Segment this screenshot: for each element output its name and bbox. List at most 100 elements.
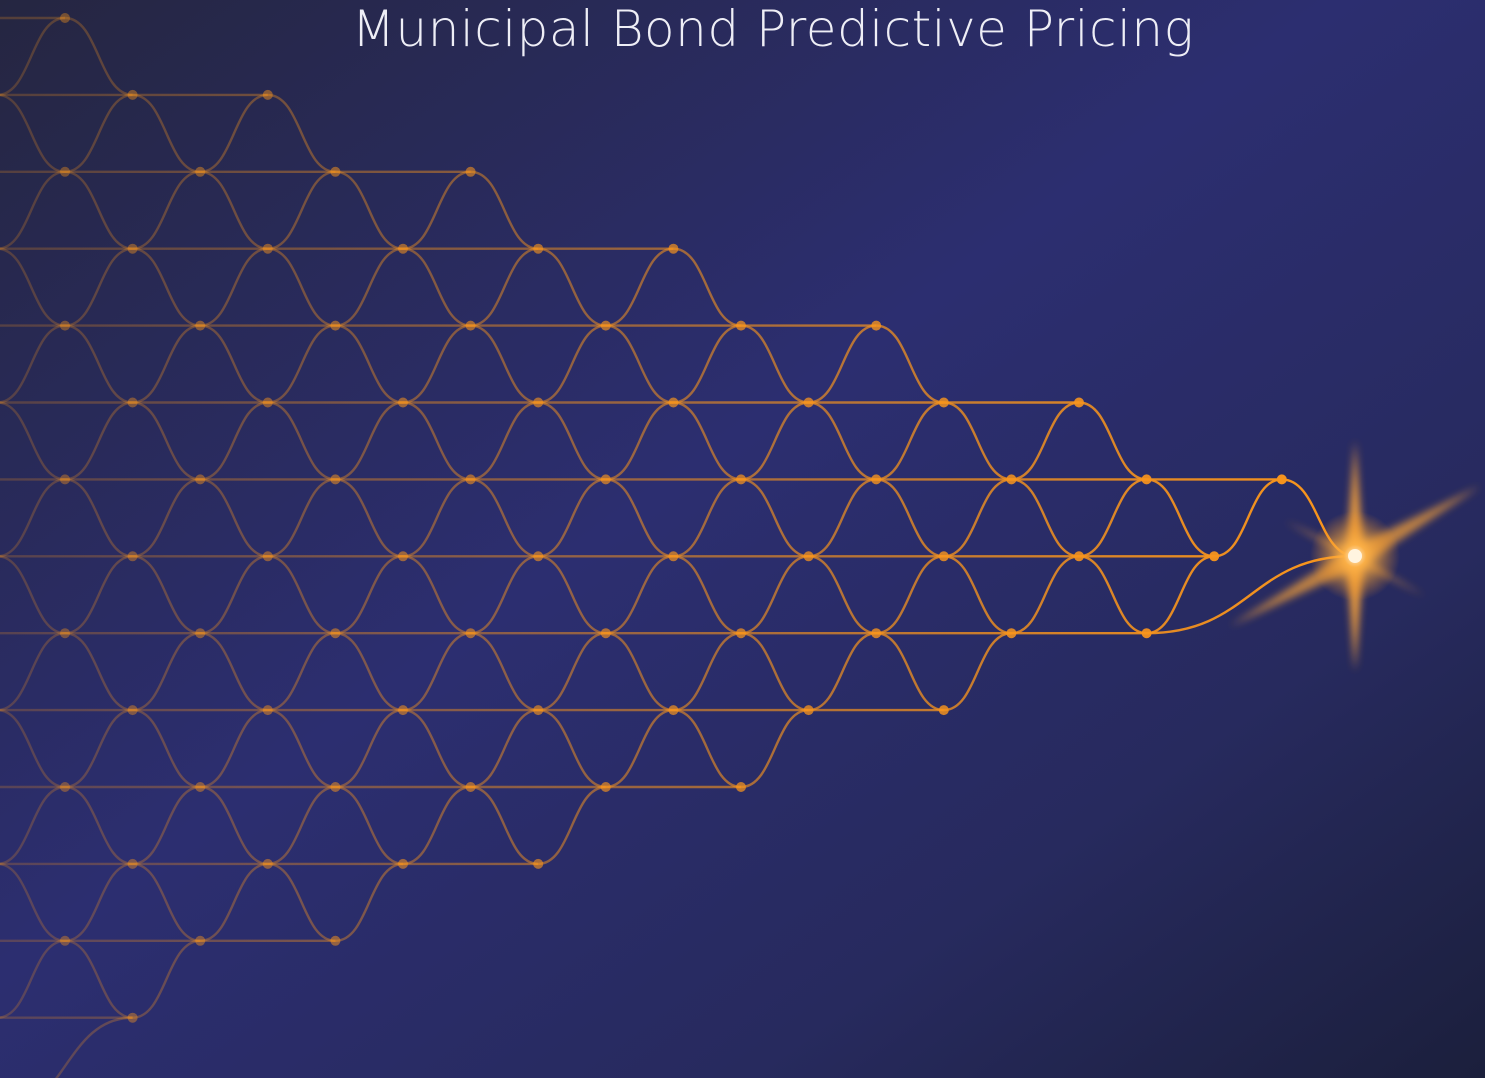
link [402,632,471,712]
link [943,555,1012,635]
link [402,555,471,635]
link [267,401,336,481]
node [600,320,611,331]
link [64,401,133,481]
link [132,247,201,327]
link [876,555,944,635]
link [605,324,674,404]
link [0,863,66,942]
link [267,632,336,712]
link [538,555,606,635]
node [195,782,206,792]
node [195,474,206,485]
link [740,708,809,789]
node [1209,551,1220,562]
link [808,632,877,712]
node [736,320,746,331]
link [132,170,201,250]
link [673,708,742,789]
link [267,170,336,250]
node [127,1012,138,1023]
link [335,401,404,481]
node [803,551,814,562]
node [533,243,544,254]
node [127,89,138,100]
node [398,858,408,869]
link [0,555,66,635]
link [876,478,944,558]
node [465,628,476,639]
link [64,708,133,789]
node [398,397,408,408]
link [876,324,944,404]
link [1078,478,1147,558]
link [132,632,201,712]
link [200,478,268,558]
link [200,785,268,866]
link [335,555,404,635]
link [64,785,133,866]
node [1276,474,1287,485]
link [0,939,66,1019]
node [803,705,814,716]
link [605,401,674,481]
link [132,708,201,789]
link [470,785,539,866]
node [533,551,544,562]
node [330,628,341,639]
node [60,782,70,792]
link [0,401,66,481]
node [465,320,476,331]
link [808,555,877,635]
link [740,324,809,404]
link [0,709,66,789]
link [470,401,539,481]
node [398,551,408,562]
link [335,170,404,250]
link [673,247,742,327]
link [943,478,1012,558]
node [600,474,611,485]
link [943,401,1012,481]
node [60,474,70,485]
link [335,478,404,558]
node [668,551,679,562]
link [740,401,809,481]
link [943,632,1012,712]
node [465,166,476,177]
node [330,935,341,946]
node [195,628,206,639]
node [1141,474,1152,485]
node [330,166,341,177]
link [605,555,674,635]
link [200,324,268,404]
node [127,243,138,254]
node [330,320,341,331]
node [127,397,138,408]
link [0,170,66,250]
link [538,401,606,481]
node [60,13,70,23]
link [64,555,133,635]
node [398,705,408,716]
link [876,401,944,481]
node [127,858,138,869]
link [538,478,606,558]
link [132,93,201,173]
link [0,324,66,404]
link [267,93,336,173]
link [335,632,404,712]
link [538,324,606,404]
link [267,324,336,404]
link [200,170,268,250]
link [673,324,742,404]
link [200,862,268,942]
node [871,628,882,639]
link [64,632,133,712]
link [132,862,201,942]
link [0,94,66,173]
node [60,166,70,177]
link [0,632,66,711]
node [1074,551,1084,562]
